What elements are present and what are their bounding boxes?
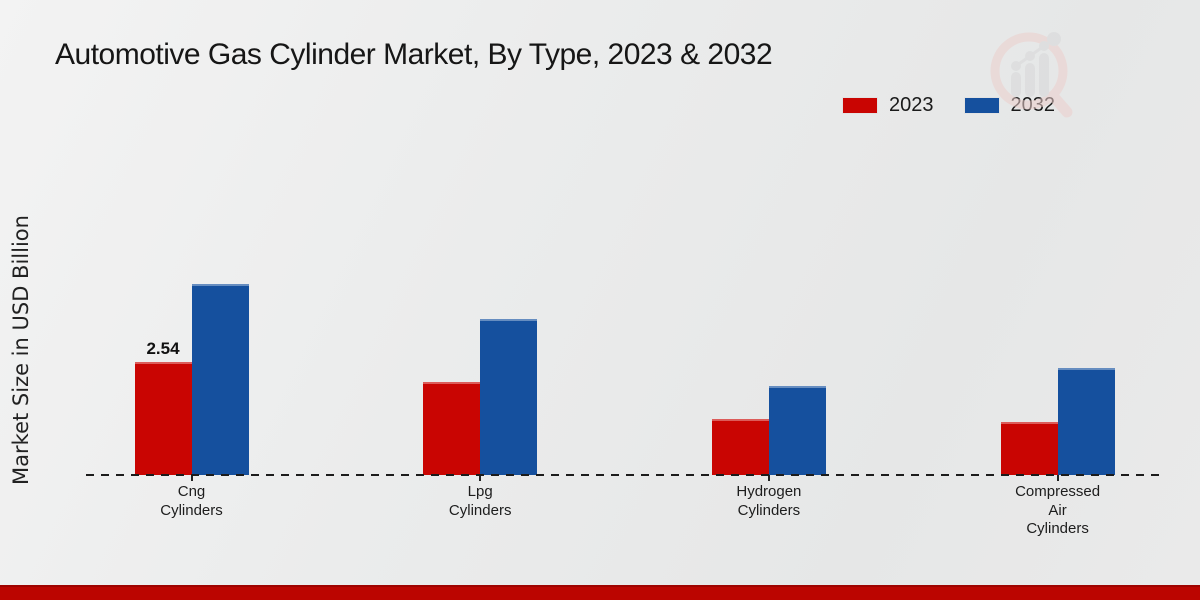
bar-2032-cng[interactable]: [191, 284, 249, 475]
chart-title: Automotive Gas Cylinder Market, By Type,…: [55, 38, 773, 71]
x-axis-line: [86, 474, 1166, 476]
legend-label-2023: 2023: [889, 94, 934, 116]
legend: 2023 2032: [842, 94, 1055, 117]
bar-2032-compressed[interactable]: [1057, 368, 1115, 475]
legend-swatch-2023: [842, 97, 878, 114]
bar-2032-hydrogen[interactable]: [768, 386, 826, 475]
x-axis-tick: [479, 475, 482, 481]
market-research-magnifier-logo-icon: [990, 32, 1073, 118]
x-axis-tick: [767, 475, 770, 481]
footer-accent-band: [0, 585, 1200, 600]
category-label-cng: Cng Cylinders: [160, 483, 223, 519]
bar-2023-cng[interactable]: [134, 362, 192, 475]
category-label-compressed: Compressed Air Cylinders: [1015, 483, 1101, 537]
bar-2023-lpg[interactable]: [423, 382, 481, 475]
category-label-lpg: Lpg Cylinders: [448, 483, 512, 519]
legend-item-2023[interactable]: 2023: [842, 94, 934, 117]
x-axis-tick: [190, 475, 193, 481]
bar-2032-lpg[interactable]: [480, 319, 538, 475]
legend-swatch-2032: [963, 97, 1000, 114]
bar-2023-hydrogen[interactable]: [711, 419, 769, 475]
x-axis-tick: [1056, 475, 1059, 481]
bar-2023-compressed[interactable]: [1000, 422, 1058, 475]
category-label-hydrogen: Hydrogen Cylinders: [736, 483, 802, 519]
bar-value-label: 2.54: [146, 339, 180, 358]
